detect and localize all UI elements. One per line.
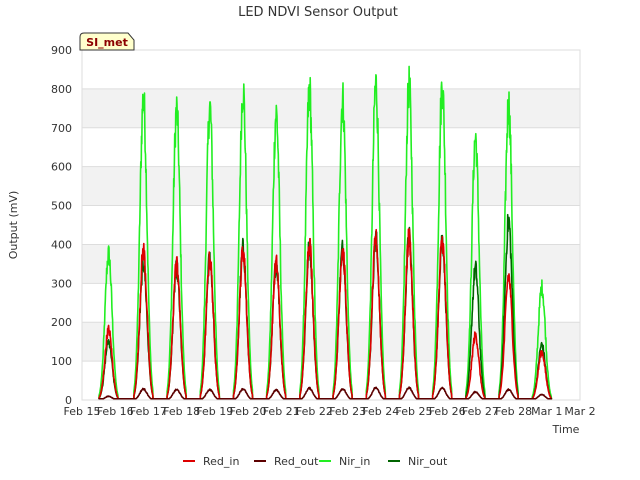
y-tick-label-100: 100: [51, 355, 72, 368]
x-tick-label-13: Feb 28: [495, 405, 532, 418]
site-tag-label: SI_met: [86, 36, 128, 49]
band-400: [82, 205, 580, 245]
band-0: [82, 361, 580, 400]
chart-title: LED NDVI Sensor Output: [238, 5, 398, 20]
band-100: [82, 322, 580, 362]
x-tick-label-5: Feb 20: [230, 405, 267, 418]
legend-label-nir-out: Nir_out: [408, 455, 448, 468]
series-line-red-out: [98, 386, 553, 400]
y-axis-title: Output (mV): [7, 191, 20, 260]
x-tick-label-14: Mar 1: [531, 405, 562, 418]
band-800: [82, 50, 580, 89]
y-tick-label-200: 200: [51, 316, 72, 329]
site-tag-box: [79, 32, 135, 51]
y-tick-label-300: 300: [51, 277, 72, 290]
x-tick-label-12: Feb 27: [462, 405, 499, 418]
x-tick-label-9: Feb 24: [362, 405, 399, 418]
site-tag: SI_met: [79, 32, 135, 51]
x-tick-label-2: Feb 17: [130, 405, 167, 418]
y-tick-label-600: 600: [51, 161, 72, 174]
x-tick-label-10: Feb 25: [396, 405, 433, 418]
y-axis-ticks: 0 100 200 300 400 500 600 700 800 900: [51, 44, 72, 407]
x-tick-label-11: Feb 26: [429, 405, 466, 418]
y-tick-label-900: 900: [51, 44, 72, 57]
band-600: [82, 127, 580, 167]
x-tick-label-3: Feb 18: [163, 405, 200, 418]
x-tick-label-0: Feb 15: [64, 405, 101, 418]
band-700: [82, 88, 580, 128]
y-tick-label-700: 700: [51, 122, 72, 135]
x-tick-label-7: Feb 22: [296, 405, 333, 418]
band-500: [82, 166, 580, 206]
band-200: [82, 283, 580, 323]
legend-label-red-out: Red_out: [274, 455, 319, 468]
x-tick-label-4: Feb 19: [196, 405, 233, 418]
plot-frame: [81, 49, 581, 401]
y-tick-label-500: 500: [51, 200, 72, 213]
x-tick-label-8: Feb 23: [329, 405, 366, 418]
y-tick-label-800: 800: [51, 83, 72, 96]
y-tick-label-400: 400: [51, 238, 72, 251]
x-tick-label-15: Mar 2: [564, 405, 595, 418]
series-lines: [98, 65, 553, 400]
band-300: [82, 244, 580, 284]
legend-label-nir-in: Nir_in: [339, 455, 370, 468]
x-tick-label-6: Feb 21: [263, 405, 300, 418]
plot-background-bands: [82, 50, 580, 400]
legend: Red_in Red_out Nir_in Nir_out: [183, 455, 448, 468]
x-axis-title: Time: [552, 423, 580, 436]
legend-label-red-in: Red_in: [203, 455, 239, 468]
y-tick-label-0: 0: [65, 394, 72, 407]
x-tick-label-1: Feb 16: [97, 405, 134, 418]
